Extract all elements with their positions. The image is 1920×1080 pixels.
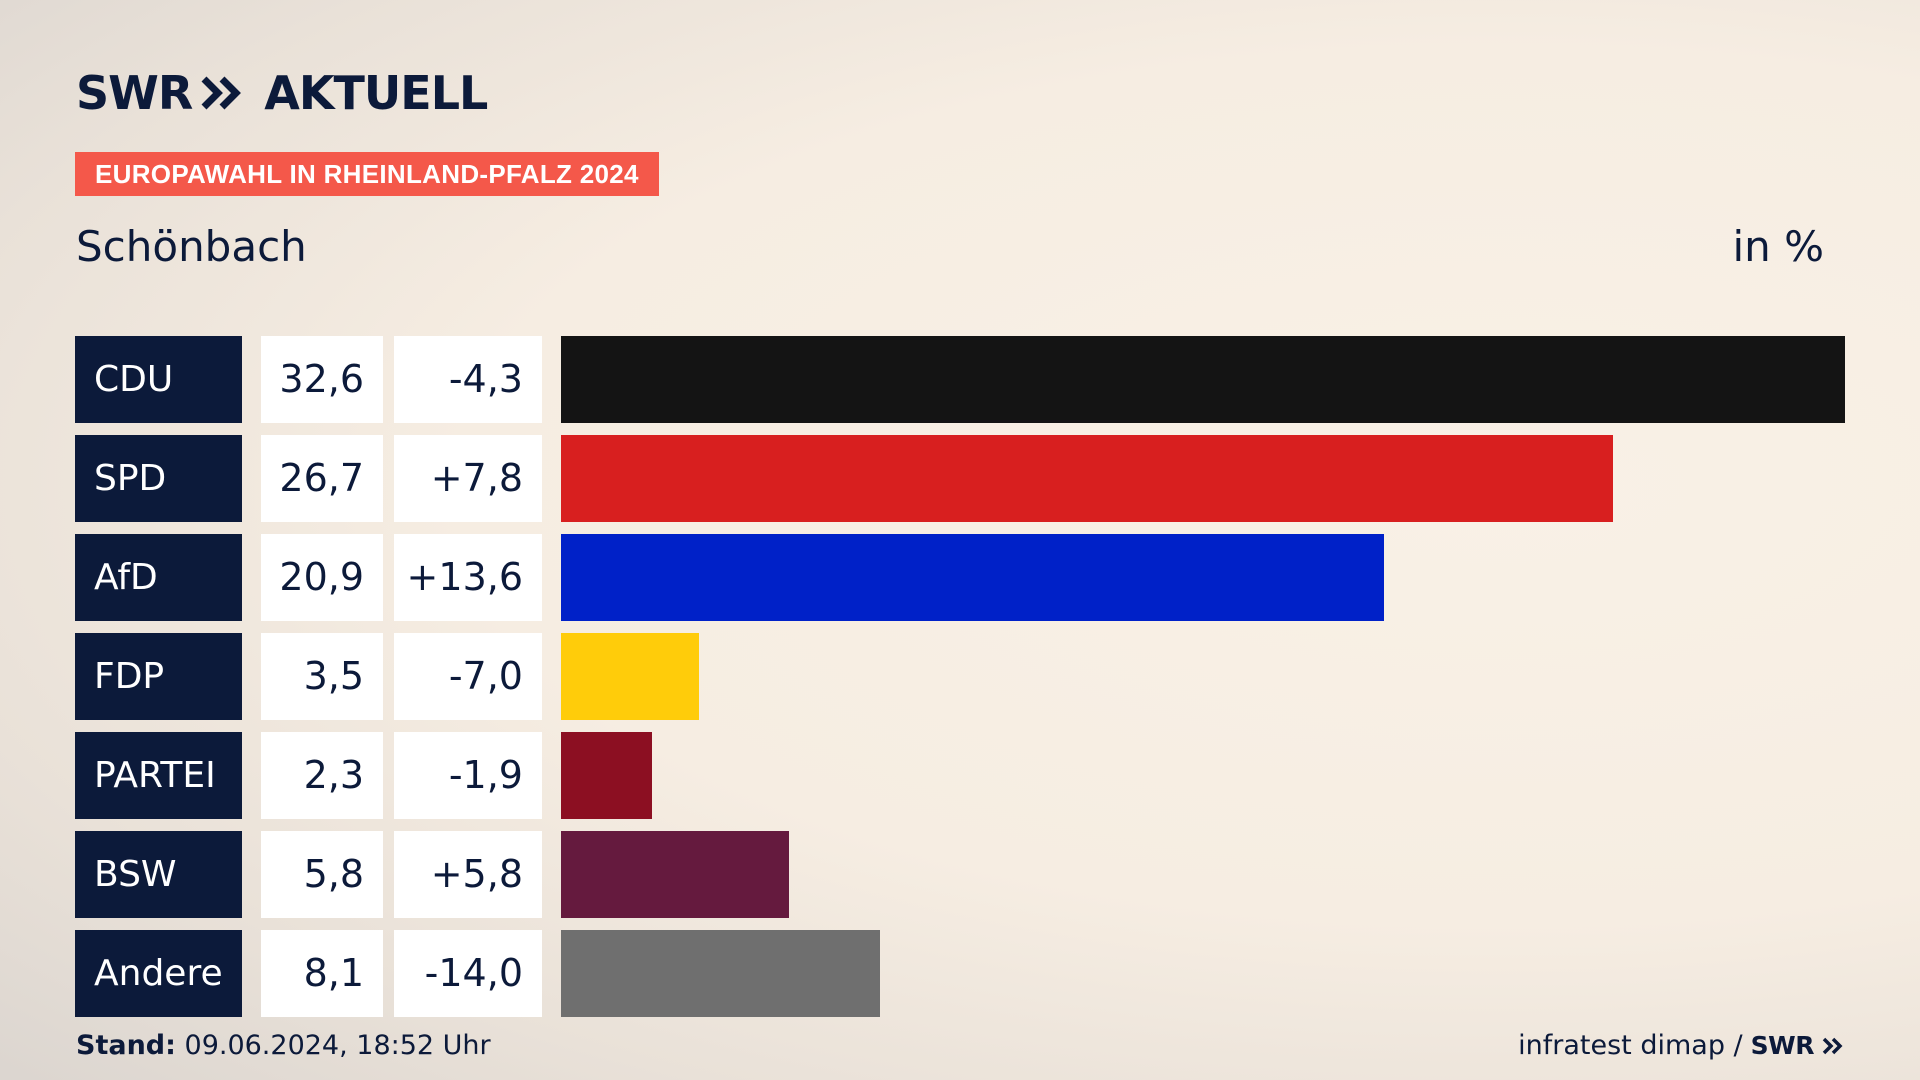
bar-row: Andere 8,1 -14,0 — [75, 930, 1845, 1017]
timestamp: Stand: 09.06.2024, 18:52 Uhr — [76, 1030, 491, 1061]
bar-row: FDP 3,5 -7,0 — [75, 633, 1845, 720]
logo-aktuell-text: AKTUELL — [264, 66, 488, 120]
bar — [561, 336, 1845, 423]
party-label: Andere — [75, 930, 242, 1017]
chart-title: Schönbach — [76, 222, 307, 271]
bar-row: PARTEI 2,3 -1,9 — [75, 732, 1845, 819]
bar — [561, 930, 880, 1017]
bar-row: AfD 20,9 +13,6 — [75, 534, 1845, 621]
share-value: 3,5 — [261, 633, 383, 720]
change-value: +13,6 — [394, 534, 542, 621]
share-value: 5,8 — [261, 831, 383, 918]
change-value: -7,0 — [394, 633, 542, 720]
bar — [561, 831, 789, 918]
party-label: FDP — [75, 633, 242, 720]
party-label: SPD — [75, 435, 242, 522]
change-value: -4,3 — [394, 336, 542, 423]
share-value: 26,7 — [261, 435, 383, 522]
bar-row: BSW 5,8 +5,8 — [75, 831, 1845, 918]
share-value: 8,1 — [261, 930, 383, 1017]
source-credit: infratest dimap / SWR — [1518, 1030, 1844, 1061]
share-value: 20,9 — [261, 534, 383, 621]
party-label: AfD — [75, 534, 242, 621]
bar — [561, 633, 699, 720]
unit-label: in % — [1732, 222, 1824, 271]
double-chevron-icon — [201, 76, 242, 110]
change-value: +7,8 — [394, 435, 542, 522]
bar-row: SPD 26,7 +7,8 — [75, 435, 1845, 522]
party-label: PARTEI — [75, 732, 242, 819]
bar — [561, 435, 1613, 522]
bar — [561, 534, 1384, 621]
logo-swr-text: SWR — [76, 66, 193, 120]
bar — [561, 732, 652, 819]
double-chevron-icon — [1822, 1037, 1843, 1054]
source-text: infratest dimap / — [1518, 1030, 1743, 1061]
swr-aktuell-logo: SWR AKTUELL — [76, 66, 488, 120]
party-label: CDU — [75, 336, 242, 423]
change-value: +5,8 — [394, 831, 542, 918]
source-brand: SWR — [1750, 1031, 1815, 1060]
change-value: -14,0 — [394, 930, 542, 1017]
share-value: 2,3 — [261, 732, 383, 819]
stand-label: Stand: — [76, 1030, 176, 1061]
change-value: -1,9 — [394, 732, 542, 819]
bar-row: CDU 32,6 -4,3 — [75, 336, 1845, 423]
stand-value: 09.06.2024, 18:52 Uhr — [184, 1030, 491, 1061]
share-value: 32,6 — [261, 336, 383, 423]
election-badge: EUROPAWAHL IN RHEINLAND-PFALZ 2024 — [75, 152, 659, 196]
party-label: BSW — [75, 831, 242, 918]
